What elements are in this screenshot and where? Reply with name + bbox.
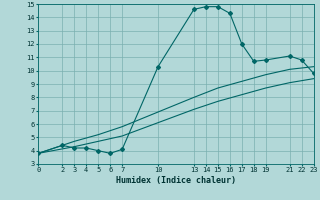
X-axis label: Humidex (Indice chaleur): Humidex (Indice chaleur) (116, 176, 236, 185)
